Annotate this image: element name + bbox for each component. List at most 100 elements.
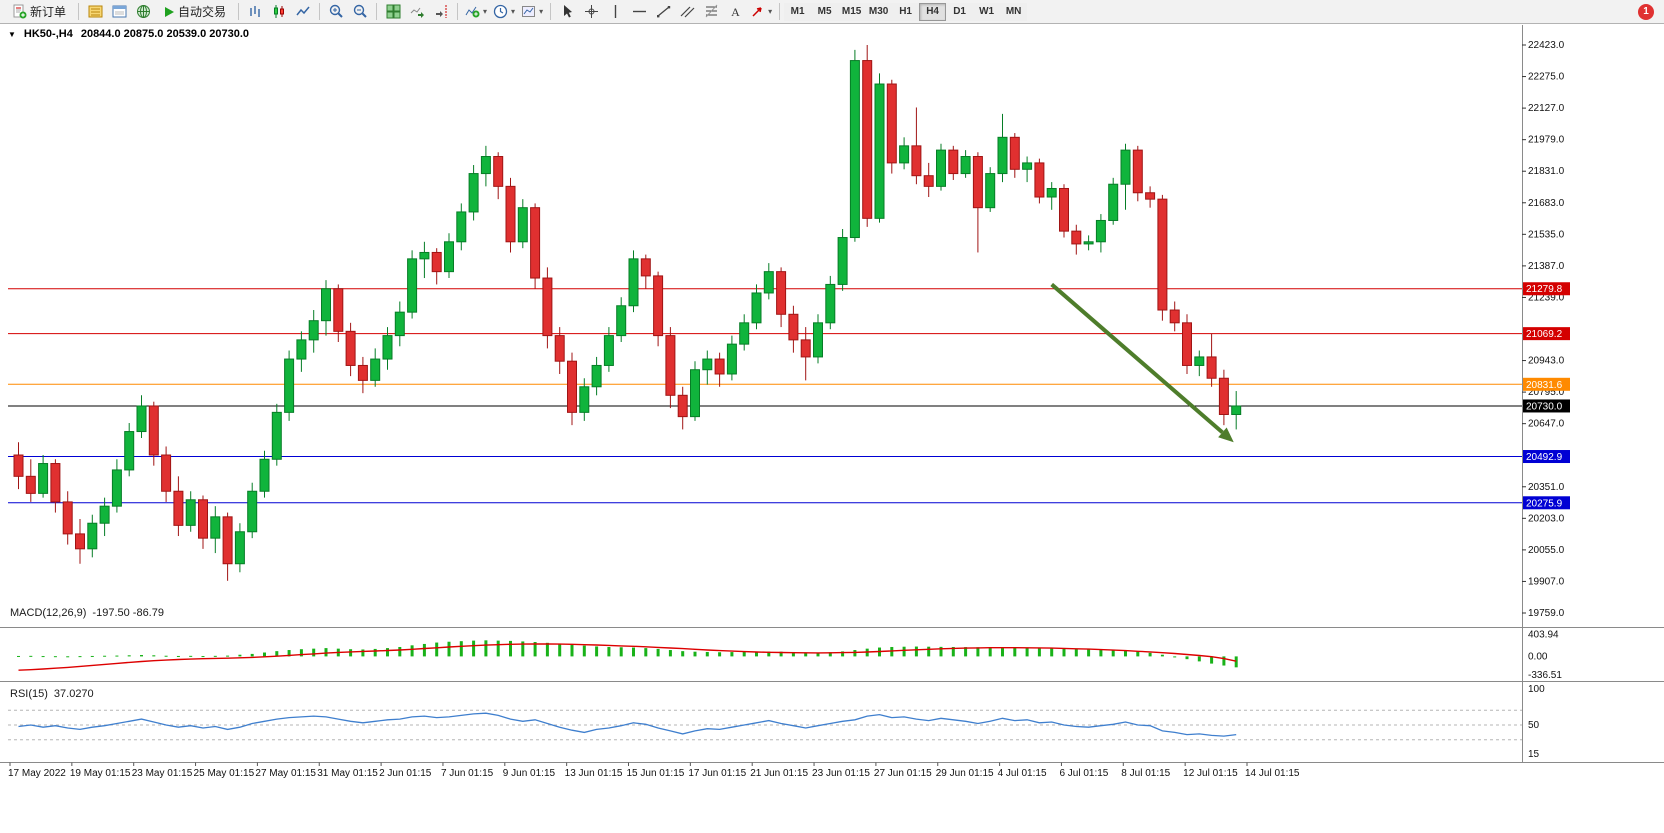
svg-text:31 May 01:15: 31 May 01:15 [317,768,378,779]
chart-candles-button[interactable] [267,2,291,22]
svg-text:21831.0: 21831.0 [1528,166,1565,177]
svg-text:19 May 01:15: 19 May 01:15 [70,768,131,779]
templates-button[interactable]: ▾ [518,2,546,22]
main-toolbar: 新订单 自动交易 [0,0,1664,24]
toolbar-separator [376,3,378,20]
timeframe-h4-button[interactable]: H4 [919,2,947,21]
dropdown-caret-icon: ▾ [768,6,773,16]
chart-bars-icon [249,6,260,17]
svg-text:6 Jul 01:15: 6 Jul 01:15 [1059,768,1108,779]
auto-scroll-button[interactable] [405,2,429,22]
svg-text:20730.0: 20730.0 [1526,401,1563,412]
chart-window: 22423.0 22275.0 22127.0 21979.0 21831.0 21683… [0,25,1664,833]
cursor-button[interactable] [555,2,579,22]
channel-button[interactable] [675,2,699,22]
svg-text:21 Jun 01:15: 21 Jun 01:15 [750,768,808,779]
svg-text:20647.0: 20647.0 [1528,419,1565,430]
rsi-panel[interactable]: 100 50 15 [8,684,1545,760]
auto-scroll-icon [410,7,424,18]
svg-text:14 Jul 01:15: 14 Jul 01:15 [1245,768,1300,779]
svg-text:21387.0: 21387.0 [1528,261,1565,272]
tile-windows-button[interactable] [381,2,405,22]
timeframe-m30-button[interactable]: M30 [865,2,893,21]
chart-shift-button[interactable] [429,2,453,22]
trendline-button[interactable] [651,2,675,22]
price-level-labels: 21279.8 21069.2 20831.6 20730.0 20492.9 20275… [1523,282,1570,510]
macd-panel[interactable]: 403.94 0.00 -336.51 [17,630,1562,682]
autotrading-play-icon [165,6,175,17]
toolbar-separator [550,3,552,20]
svg-text:15 Jun 01:15: 15 Jun 01:15 [627,768,685,779]
timeframe-m15-button[interactable]: M15 [838,2,866,21]
zoom-out-button[interactable] [348,2,372,22]
indicators-icon [465,6,480,18]
chart-line-button[interactable] [291,2,315,22]
new-order-label: 新订单 [30,5,67,19]
svg-text:20831.6: 20831.6 [1526,380,1563,391]
time-axis[interactable]: 17 May 2022 19 May 01:15 23 May 01:15 25 Ma… [8,762,1300,780]
navigator-icon [136,5,150,18]
toolbar-separator [457,3,459,20]
svg-text:21979.0: 21979.0 [1528,135,1565,146]
autotrading-label: 自动交易 [178,5,227,19]
timeframe-w1-button[interactable]: W1 [973,2,1001,21]
timeframe-mn-button[interactable]: MN [1000,2,1028,21]
svg-text:0.00: 0.00 [1528,652,1548,663]
svg-text:27 Jun 01:15: 27 Jun 01:15 [874,768,932,779]
svg-text:100: 100 [1528,684,1545,695]
horizontal-line-icon [632,10,646,13]
dropdown-caret-icon: ▾ [539,6,544,16]
svg-text:13 Jun 01:15: 13 Jun 01:15 [565,768,623,779]
price-axis[interactable]: 22423.0 22275.0 22127.0 21979.0 21831.0 21683… [1522,40,1565,619]
svg-text:25 May 01:15: 25 May 01:15 [194,768,255,779]
svg-text:20351.0: 20351.0 [1528,482,1565,493]
timeframe-m1-button[interactable]: M1 [784,2,812,21]
text-tool-icon: A [731,5,740,19]
vertical-line-button[interactable] [603,2,627,22]
fibonacci-button[interactable] [699,2,723,22]
dropdown-caret-icon: ▾ [483,6,488,16]
timeframe-h1-button[interactable]: H1 [892,2,920,21]
horizontal-line-button[interactable] [627,2,651,22]
autotrading-button[interactable]: 自动交易 [155,2,234,22]
candles-layer[interactable] [13,45,1242,581]
svg-text:20055.0: 20055.0 [1528,545,1565,556]
svg-text:21279.8: 21279.8 [1526,284,1563,295]
svg-text:27 May 01:15: 27 May 01:15 [255,768,316,779]
svg-text:12 Jul 01:15: 12 Jul 01:15 [1183,768,1238,779]
arrow-tool-icon [752,7,762,17]
svg-text:20795.0: 20795.0 [1528,387,1565,398]
tile-windows-icon [386,4,401,19]
chart-candles-icon [273,5,284,18]
indicators-button[interactable]: ▾ [462,2,490,22]
trend-arrow-annotation[interactable] [1050,282,1234,443]
arrows-tool-button[interactable]: ▾ [747,2,775,22]
zoom-out-icon [353,4,367,18]
navigator-button[interactable] [131,2,155,22]
timeframe-d1-button[interactable]: D1 [946,2,974,21]
periods-button[interactable]: ▾ [490,2,518,22]
chart-bars-button[interactable] [243,2,267,22]
svg-text:50: 50 [1528,720,1540,731]
chart-canvas[interactable]: 22423.0 22275.0 22127.0 21979.0 21831.0 21683… [0,25,1664,833]
svg-text:7 Jun 01:15: 7 Jun 01:15 [441,768,494,779]
svg-text:20203.0: 20203.0 [1528,513,1565,524]
timeframe-m5-button[interactable]: M5 [811,2,839,21]
svg-text:2 Jun 01:15: 2 Jun 01:15 [379,768,432,779]
toolbar-separator [238,3,240,20]
cursor-icon [563,5,572,18]
svg-text:21683.0: 21683.0 [1528,198,1565,209]
crosshair-button[interactable] [579,2,603,22]
channel-icon [680,6,695,18]
svg-text:20275.9: 20275.9 [1526,498,1563,509]
svg-text:23 May 01:15: 23 May 01:15 [132,768,193,779]
new-order-button[interactable]: 新订单 [4,2,74,22]
zoom-in-button[interactable] [324,2,348,22]
market-watch-button[interactable] [83,2,107,22]
text-tool-button[interactable]: A [723,2,747,22]
notification-badge[interactable]: 1 [1638,3,1654,20]
data-window-button[interactable] [107,2,131,22]
svg-text:-336.51: -336.51 [1528,670,1562,681]
svg-text:17 May 2022: 17 May 2022 [8,768,66,779]
new-order-icon [13,4,27,19]
